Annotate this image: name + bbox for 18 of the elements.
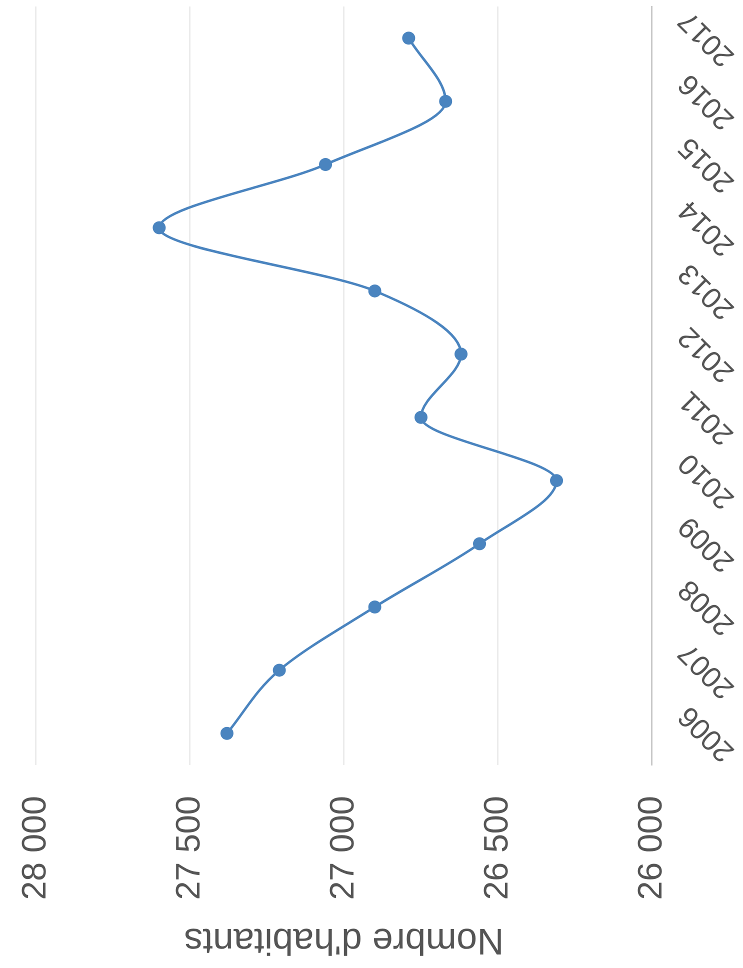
point xyxy=(272,664,286,677)
point xyxy=(319,158,332,172)
point xyxy=(220,726,234,740)
point xyxy=(368,284,382,298)
x-tick-label: 28 000 xyxy=(15,796,54,900)
point xyxy=(152,221,166,234)
point xyxy=(402,32,416,45)
point xyxy=(473,537,486,550)
point xyxy=(368,600,382,614)
point xyxy=(414,410,428,424)
point xyxy=(454,348,468,361)
x-tick-label: 26 000 xyxy=(631,796,670,900)
point xyxy=(550,474,564,488)
x-tick-label: 27 000 xyxy=(323,796,362,900)
x-tick-label: 26 500 xyxy=(477,796,516,900)
x-tick-label: 27 500 xyxy=(169,796,208,900)
point xyxy=(439,94,452,108)
x-axis-title: Nombre d'habitants xyxy=(184,920,504,962)
